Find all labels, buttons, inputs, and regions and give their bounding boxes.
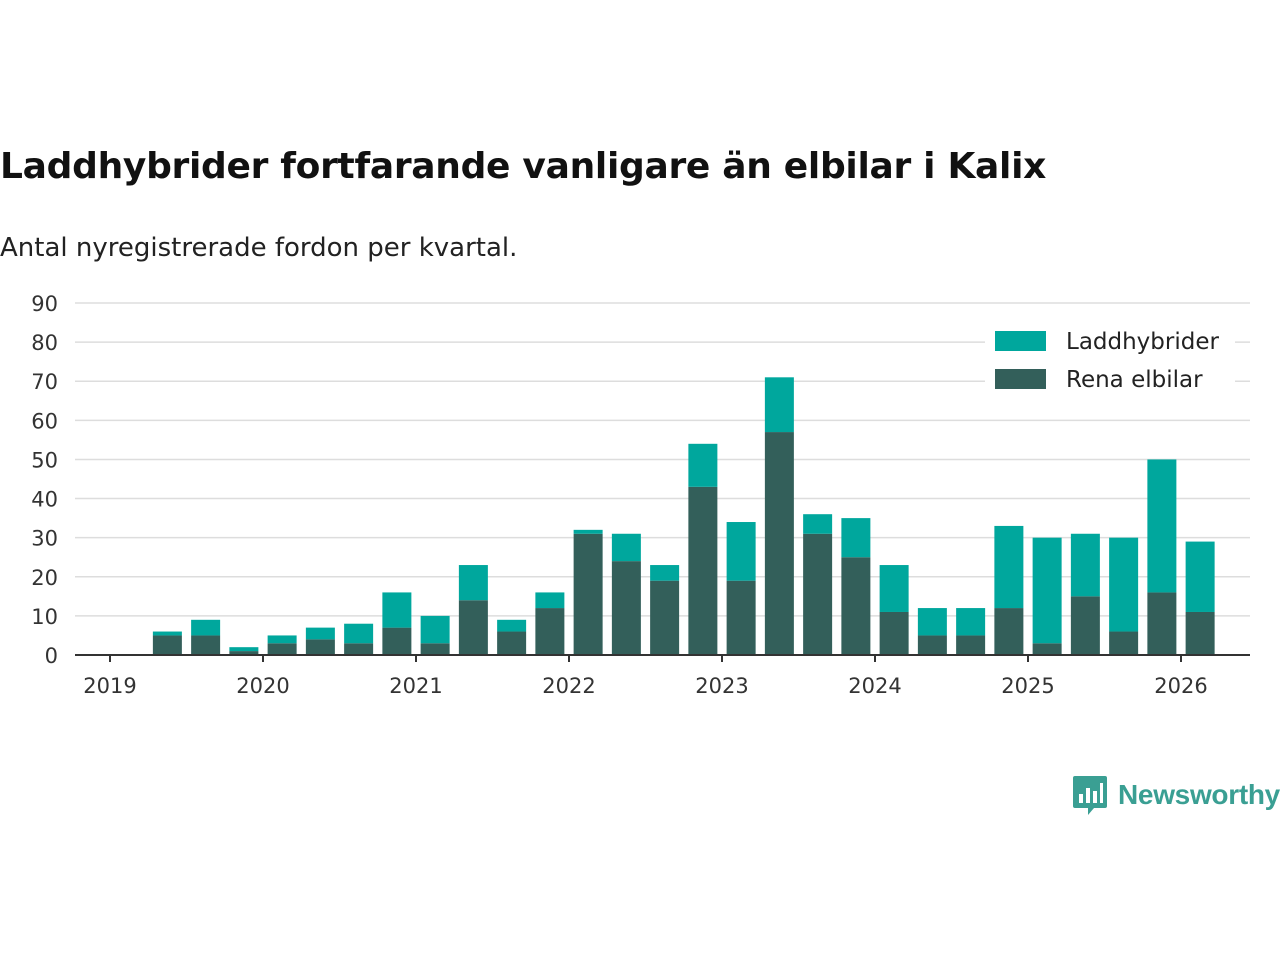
bar-rena-elbilar	[497, 631, 527, 655]
bar-laddhybrider	[841, 518, 871, 558]
bar-rena-elbilar	[420, 643, 450, 655]
legend-item-rena-elbilar-label: Rena elbilar	[1066, 367, 1203, 393]
x-tick-label: 2025	[1001, 674, 1054, 698]
bar-rena-elbilar	[1147, 592, 1177, 655]
bar-rena-elbilar	[994, 608, 1024, 655]
y-tick-label: 10	[31, 605, 58, 629]
bar-laddhybrider	[344, 623, 374, 644]
bar-rena-elbilar	[191, 635, 221, 655]
bar-rena-elbilar	[726, 580, 756, 655]
legend-item-rena-elbilar-swatch	[995, 369, 1046, 389]
bar-rena-elbilar	[573, 533, 603, 655]
bar-rena-elbilar	[688, 486, 718, 655]
bar-laddhybrider	[1109, 537, 1139, 632]
bar-laddhybrider	[994, 525, 1024, 609]
bar-laddhybrider	[458, 565, 488, 601]
bar-rena-elbilar	[1070, 596, 1100, 655]
bar-laddhybrider	[1147, 459, 1177, 593]
bar-laddhybrider	[650, 565, 680, 581]
bar-laddhybrider	[497, 619, 527, 632]
y-tick-label: 0	[45, 644, 58, 668]
x-tick-label: 2026	[1154, 674, 1207, 698]
y-tick-label: 60	[31, 409, 58, 433]
y-tick-label: 20	[31, 566, 58, 590]
bar-laddhybrider	[1185, 541, 1215, 612]
y-axis-ticks: 0 10 20 30 40 50 60 70 80 90	[31, 292, 58, 668]
x-tick-label: 2020	[236, 674, 289, 698]
x-tick-label: 2021	[389, 674, 442, 698]
y-tick-label: 70	[31, 370, 58, 394]
bar-laddhybrider	[764, 377, 794, 433]
bar-rena-elbilar	[803, 533, 833, 655]
bar-rena-elbilar	[535, 608, 565, 655]
y-tick-label: 90	[31, 292, 58, 316]
chart-title: Laddhybrider fortfarande vanligare än el…	[0, 146, 1047, 187]
bar-laddhybrider	[688, 443, 718, 487]
x-tick-label: 2022	[542, 674, 595, 698]
bar-rena-elbilar	[841, 557, 871, 655]
bar-laddhybrider	[1032, 537, 1062, 644]
y-tick-label: 80	[31, 331, 58, 355]
bar-laddhybrider	[879, 565, 909, 612]
bar-rena-elbilar	[152, 635, 182, 655]
bar-rena-elbilar	[956, 635, 986, 655]
bar-rena-elbilar	[764, 432, 794, 655]
bar-laddhybrider	[803, 514, 833, 534]
bar-laddhybrider	[1070, 533, 1100, 597]
y-tick-label: 40	[31, 488, 58, 512]
bar-laddhybrider	[573, 529, 603, 534]
bar-rena-elbilar	[611, 561, 641, 655]
bar-laddhybrider	[191, 619, 221, 636]
bar-rena-elbilar	[229, 651, 259, 655]
newsworthy-brand[interactable]: Newsworthy	[1072, 774, 1280, 816]
brand-name: Newsworthy	[1118, 779, 1280, 810]
chart-subtitle: Antal nyregistrerade fordon per kvartal.	[0, 233, 518, 263]
bar-laddhybrider	[535, 592, 565, 609]
bar-laddhybrider	[229, 647, 259, 652]
bar-laddhybrider	[726, 522, 756, 581]
x-tick-label: 2019	[83, 674, 136, 698]
bar-rena-elbilar	[1032, 643, 1062, 655]
bar-laddhybrider	[267, 635, 297, 644]
x-tick-label: 2023	[695, 674, 748, 698]
bar-laddhybrider	[305, 627, 335, 640]
legend-item-laddhybrider-swatch	[995, 331, 1046, 351]
bar-laddhybrider	[956, 608, 986, 636]
bar-rena-elbilar	[267, 643, 297, 655]
y-tick-label: 50	[31, 448, 58, 472]
bar-laddhybrider	[917, 608, 947, 636]
bar-laddhybrider	[382, 592, 412, 628]
bar-rena-elbilar	[917, 635, 947, 655]
legend-item-laddhybrider-label: Laddhybrider	[1066, 329, 1219, 355]
bar-rena-elbilar	[344, 643, 374, 655]
bar-laddhybrider	[420, 615, 450, 644]
x-axis: 2019 2020 2021 2022 2023 2024 2025 2026	[75, 654, 1250, 698]
bar-rena-elbilar	[382, 627, 412, 655]
y-tick-label: 30	[31, 527, 58, 551]
bar-rena-elbilar	[650, 580, 680, 655]
x-tick-label: 2024	[848, 674, 901, 698]
bar-rena-elbilar	[458, 600, 488, 655]
bar-laddhybrider	[152, 631, 182, 636]
bar-rena-elbilar	[879, 611, 909, 655]
bar-rena-elbilar	[305, 639, 335, 655]
bar-rena-elbilar	[1109, 631, 1139, 655]
bar-rena-elbilar	[1185, 611, 1215, 655]
newsworthy-logo-icon	[1073, 776, 1107, 815]
bars	[152, 377, 1215, 655]
legend: Laddhybrider Rena elbilar	[985, 320, 1235, 400]
stacked-bar-chart: 0 10 20 30 40 50 60 70 80 90 2019 2020 2021 2022 2023…	[31, 292, 1250, 698]
bar-laddhybrider	[611, 533, 641, 562]
